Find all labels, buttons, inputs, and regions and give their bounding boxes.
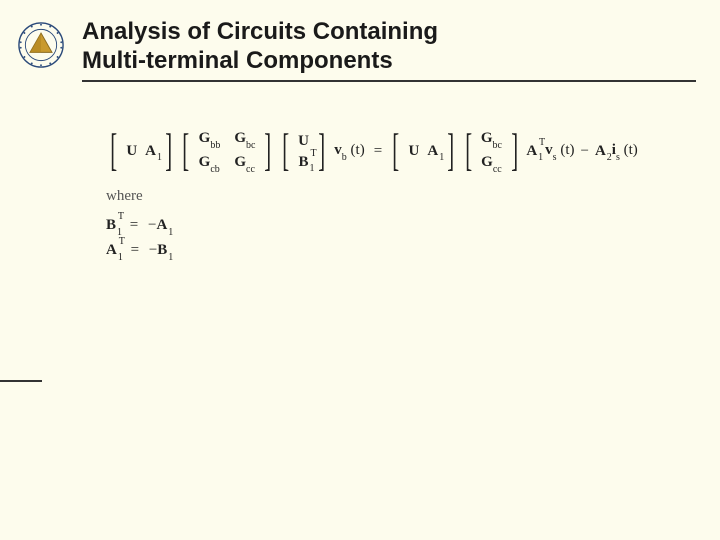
sub-1: 1 xyxy=(538,153,543,163)
minus-sign: − xyxy=(149,242,157,258)
minus-sign: − xyxy=(148,217,156,233)
page-title-line1: Analysis of Circuits Containing xyxy=(82,18,720,47)
sub-cb: cb xyxy=(210,164,219,175)
aux-equation-1: BT1 = −A1 xyxy=(106,217,720,234)
G-bc: Gbc xyxy=(481,131,502,149)
sub-s: s xyxy=(553,152,557,163)
bracket-close-icon: ] xyxy=(447,127,454,173)
G-cc: Gcc xyxy=(481,155,502,173)
sym-G: G xyxy=(234,130,246,146)
bracket-open-icon: [ xyxy=(465,127,472,173)
sym-U: U xyxy=(126,144,137,159)
sym-B: B xyxy=(299,154,309,170)
equals-sign: = xyxy=(374,144,382,159)
sym-A: A xyxy=(106,242,117,258)
sym-B: B xyxy=(106,217,116,233)
block-matrix-G: Gbb Gbc Gcb Gcc xyxy=(196,131,259,173)
sub-s: s xyxy=(616,152,620,163)
sym-G: G xyxy=(234,154,246,170)
sym-G: G xyxy=(481,130,493,146)
title-block: Analysis of Circuits Containing Multi-te… xyxy=(82,18,720,82)
vec-vb: vb (t) xyxy=(334,143,364,161)
row-matrix-1: U A1 xyxy=(123,144,159,159)
paren-close: ) xyxy=(360,142,365,158)
header: Analysis of Circuits Containing Multi-te… xyxy=(0,0,720,82)
sup-T: T xyxy=(118,211,124,222)
row-matrix-2: U A1 xyxy=(406,144,442,159)
sub-1: 1 xyxy=(310,164,315,174)
sym-A1T: AT1 xyxy=(526,144,537,159)
vec-vs: vs (t) xyxy=(545,143,574,161)
bracket-open-icon: [ xyxy=(110,127,117,173)
bracket-close-icon: ] xyxy=(165,127,172,173)
bracket-close-icon: ] xyxy=(511,127,518,173)
sub-cc: cc xyxy=(246,164,255,175)
logo-container xyxy=(0,18,82,68)
content-area: [ U A1 ] [ Gbb Gbc Gcb Gcc ] [ U BT1 ] v… xyxy=(0,82,720,259)
equals-sign: = xyxy=(131,242,139,258)
sub-1: 1 xyxy=(168,252,173,263)
institution-logo-icon xyxy=(18,22,64,68)
bracket-open-icon: [ xyxy=(392,127,399,173)
paren-close: ) xyxy=(569,142,574,158)
sub-bc: bc xyxy=(246,140,255,151)
sym-B1: B1 xyxy=(157,242,167,259)
sym-A1: A1 xyxy=(427,144,438,159)
sym-v: v xyxy=(334,142,342,158)
where-label: where xyxy=(106,188,720,205)
page-title-line2: Multi-terminal Components xyxy=(82,47,720,76)
sym-U: U xyxy=(298,134,309,149)
sym-A1: A1 xyxy=(145,144,156,159)
sym-A2: A2 xyxy=(595,144,606,159)
sub-1: 1 xyxy=(118,252,123,263)
sup-T: T xyxy=(119,236,125,247)
G-cc: Gcc xyxy=(234,155,255,173)
G-cb: Gcb xyxy=(199,155,221,173)
title-rule xyxy=(82,80,696,82)
sym-v: v xyxy=(545,142,553,158)
sub-b: b xyxy=(342,152,347,163)
bracket-close-icon: ] xyxy=(265,127,272,173)
sub-1: 1 xyxy=(157,153,162,163)
sym-B: B xyxy=(157,242,167,258)
vec-is: is (t) xyxy=(612,143,638,161)
sym-A: A xyxy=(145,143,156,159)
sub-2: 2 xyxy=(607,153,612,163)
sub-1: 1 xyxy=(168,227,173,238)
sym-A: A xyxy=(427,143,438,159)
sym-B1T: BT1 xyxy=(299,155,309,170)
equals-sign: = xyxy=(130,217,138,233)
sym-A: A xyxy=(156,217,167,233)
main-equation: [ U A1 ] [ Gbb Gbc Gcb Gcc ] [ U BT1 ] v… xyxy=(106,128,720,176)
sym-G: G xyxy=(481,154,493,170)
sym-G: G xyxy=(199,154,211,170)
sym-G: G xyxy=(199,130,211,146)
sym-U: U xyxy=(409,144,420,159)
paren-close: ) xyxy=(633,142,638,158)
left-margin-rule xyxy=(0,380,42,382)
col-matrix-G: Gbc Gcc xyxy=(478,131,505,173)
sym-A1: A1 xyxy=(156,217,167,234)
sym-A1T: AT1 xyxy=(106,242,117,259)
G-bb: Gbb xyxy=(199,131,221,149)
sub-bb: bb xyxy=(210,140,220,151)
aux-equation-2: AT1 = −B1 xyxy=(106,242,720,259)
sub-cc: cc xyxy=(493,164,502,175)
minus-sign: − xyxy=(580,144,588,159)
sym-A: A xyxy=(526,143,537,159)
G-bc: Gbc xyxy=(234,131,255,149)
sub-1: 1 xyxy=(439,153,444,163)
sup-T: T xyxy=(539,138,545,148)
sym-A: A xyxy=(595,143,606,159)
sup-T: T xyxy=(310,149,316,159)
bracket-open-icon: [ xyxy=(183,127,190,173)
bracket-open-icon: [ xyxy=(282,127,289,173)
sub-bc: bc xyxy=(493,140,502,151)
col-matrix-UB: U BT1 xyxy=(295,134,312,170)
sym-B1T: BT1 xyxy=(106,217,116,234)
bracket-close-icon: ] xyxy=(318,127,325,173)
